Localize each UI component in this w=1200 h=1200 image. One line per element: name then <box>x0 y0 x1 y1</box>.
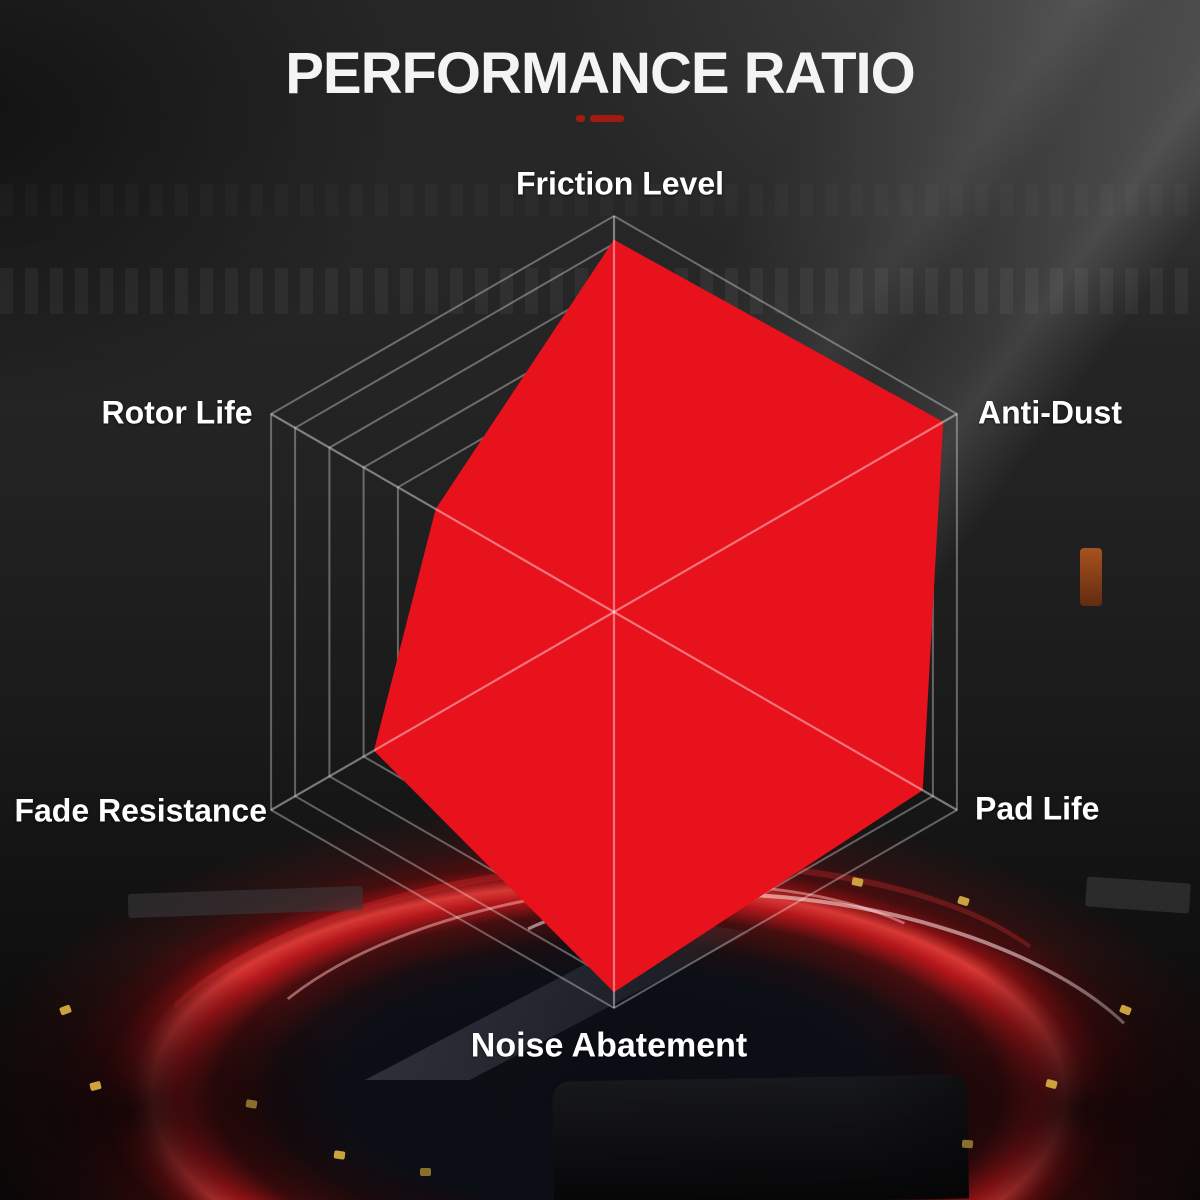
radar-series-polygon <box>373 239 944 993</box>
underline-short-bar <box>576 115 585 122</box>
axis-label-fade-resistance: Fade Resistance <box>14 792 267 829</box>
connector-dot <box>420 1168 431 1176</box>
radar-axis-spoke <box>270 413 615 613</box>
corner-shadow <box>0 950 360 1200</box>
corner-shadow <box>850 950 1200 1200</box>
radar-axis-spoke <box>613 611 958 811</box>
axis-label-pad-life: Pad Life <box>975 790 1100 827</box>
radar-axis-spoke <box>613 413 958 613</box>
radar-axis-spoke <box>270 611 615 811</box>
axis-label-noise-abatement: Noise Abatement <box>470 1026 748 1065</box>
title-underline-icon <box>576 115 624 122</box>
page-title: PERFORMANCE RATIO <box>285 41 916 106</box>
axis-label-anti-dust: Anti-Dust <box>978 394 1122 431</box>
axis-label-rotor-life: Rotor Life <box>101 394 253 431</box>
axis-label-friction-level: Friction Level <box>515 165 725 202</box>
underline-long-bar <box>590 115 624 122</box>
radar-grid-ring <box>270 214 958 1010</box>
